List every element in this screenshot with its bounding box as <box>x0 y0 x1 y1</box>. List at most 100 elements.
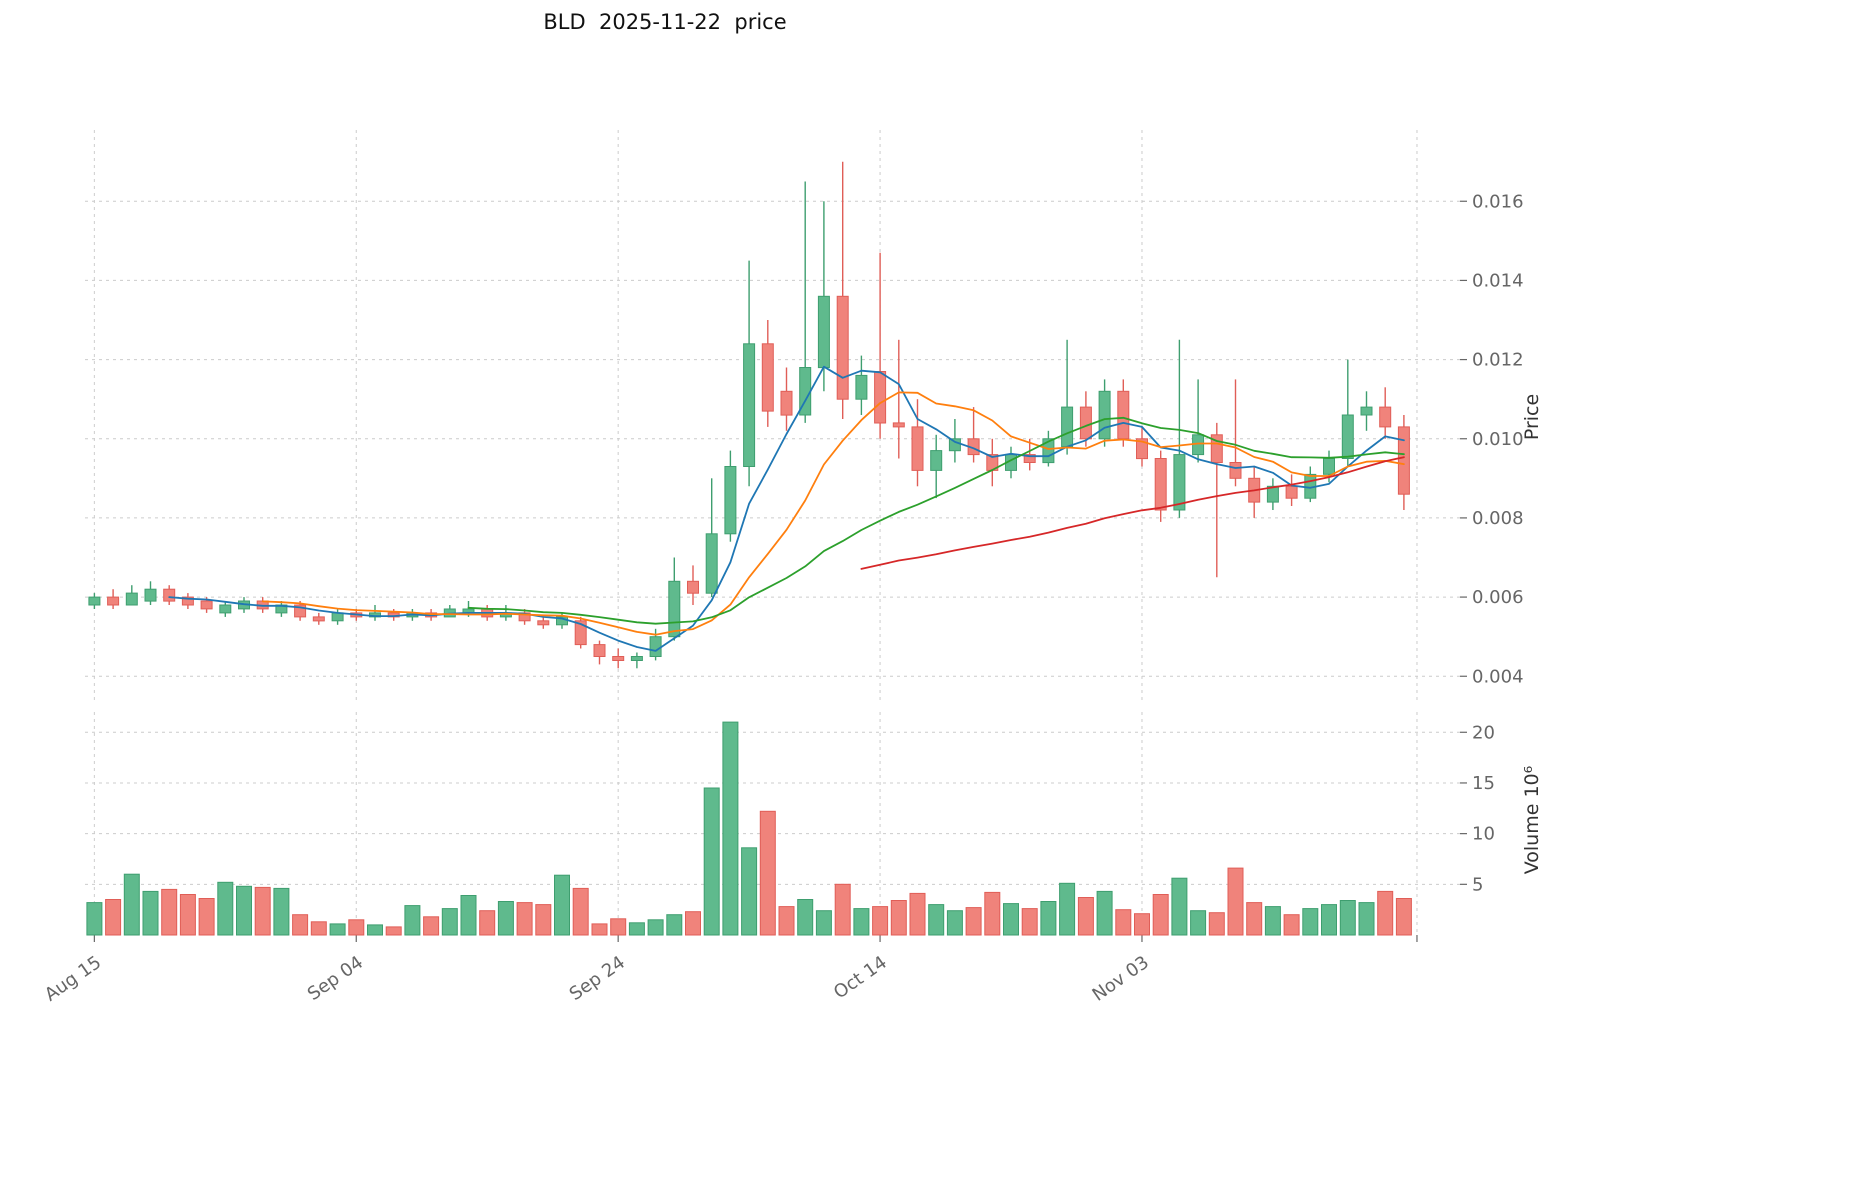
candle-body <box>1117 390 1130 440</box>
volume-bar <box>479 910 496 936</box>
volume-bar <box>928 904 945 936</box>
volume-bar <box>460 895 477 936</box>
volume-bar <box>1040 901 1057 936</box>
price-tick-label: 0.014 <box>1472 270 1524 291</box>
candle-body <box>705 533 718 594</box>
candle-body <box>948 438 961 452</box>
candle-body <box>630 656 643 661</box>
x-tick-label: Nov 03 <box>1089 952 1153 1006</box>
x-tick-label: Sep 04 <box>304 952 367 1005</box>
candle-body <box>780 390 793 416</box>
volume-bar <box>497 901 514 936</box>
volume-bar <box>123 873 140 936</box>
volume-tick-label: 20 <box>1472 722 1495 743</box>
candle-body <box>144 588 157 602</box>
candle-body <box>1173 454 1186 511</box>
volume-bar <box>1302 908 1319 936</box>
candle-body <box>163 588 176 602</box>
volume-bar <box>367 924 383 936</box>
candle-body <box>574 620 587 646</box>
candle-body <box>312 616 325 622</box>
volume-tick-label: 15 <box>1472 773 1495 794</box>
volume-bar <box>1021 908 1038 936</box>
candle-body <box>874 371 887 424</box>
x-tick-label: Sep 24 <box>566 952 629 1005</box>
candle-body <box>817 295 830 369</box>
volume-bar <box>310 921 327 936</box>
volume-bar <box>759 810 776 936</box>
volume-bar <box>703 787 720 936</box>
volume-bar <box>1264 906 1281 936</box>
price-tick-label: 0.012 <box>1472 350 1524 371</box>
candle-body <box>593 644 606 657</box>
ma-line-21 <box>467 416 1405 625</box>
candle-body <box>649 636 662 658</box>
candle-body <box>219 604 232 614</box>
volume-tick-label: 10 <box>1472 824 1495 845</box>
volume-bar <box>1059 882 1076 936</box>
candle-body <box>181 596 194 606</box>
volume-bar <box>273 887 290 936</box>
volume-bar <box>105 899 122 936</box>
volume-bar <box>217 881 234 936</box>
volume-bar <box>591 923 608 936</box>
candle-body <box>930 450 943 471</box>
candle-body <box>724 466 737 535</box>
volume-bar <box>890 900 907 936</box>
x-tick-label: Aug 15 <box>41 952 105 1006</box>
candle-body <box>125 592 138 606</box>
volume-bar <box>535 904 552 936</box>
candle-body <box>537 620 550 626</box>
volume-bar <box>853 908 870 936</box>
candle-body <box>1210 434 1223 463</box>
candle-body <box>1266 485 1279 503</box>
volume-bar <box>797 899 814 936</box>
candle-body <box>1079 406 1092 440</box>
volume-bar <box>1003 903 1019 936</box>
candle-body <box>668 580 681 638</box>
volume-bar <box>554 874 570 936</box>
x-tick-label: Oct 14 <box>830 952 891 1003</box>
volume-bar <box>385 926 402 936</box>
volume-bar <box>516 902 533 936</box>
ma-line-42 <box>860 456 1405 570</box>
volume-bar <box>1134 913 1150 936</box>
price-axis-label: Price <box>1521 393 1543 441</box>
candle-body <box>88 596 101 606</box>
candle-body <box>1229 462 1242 479</box>
volume-bar <box>984 891 1001 936</box>
candle-body <box>107 596 120 606</box>
candle-body <box>761 343 774 412</box>
candle-body <box>612 656 625 661</box>
volume-bar <box>834 883 851 936</box>
volume-bar <box>946 910 963 936</box>
volume-bar <box>1339 900 1356 936</box>
price-tick-label: 0.016 <box>1472 191 1524 212</box>
volume-bar <box>1115 909 1132 936</box>
candle-body <box>911 426 924 471</box>
volume-bar <box>1246 902 1263 936</box>
volume-bar <box>628 922 645 936</box>
price-tick-label: 0.006 <box>1472 587 1524 608</box>
candle-body <box>1098 390 1111 440</box>
volume-bar <box>572 887 589 936</box>
volume-bar <box>348 919 365 936</box>
volume-bar <box>142 890 159 936</box>
candle-body <box>1341 414 1354 459</box>
volume-bar <box>1321 904 1337 936</box>
volume-bar <box>1152 894 1169 936</box>
volume-bar <box>647 919 664 936</box>
volume-axis-label: Volume 10⁶ <box>1521 765 1543 875</box>
volume-bar <box>1227 867 1244 936</box>
volume-bar <box>236 885 252 936</box>
candle-body <box>892 422 905 428</box>
volume-bar <box>329 923 346 936</box>
price-tick-label: 0.010 <box>1472 429 1524 450</box>
volume-bar <box>1377 890 1394 936</box>
candle-body <box>743 343 756 467</box>
candle-body <box>1360 406 1373 416</box>
candle-body <box>1061 406 1074 448</box>
volume-bar <box>1077 897 1094 936</box>
